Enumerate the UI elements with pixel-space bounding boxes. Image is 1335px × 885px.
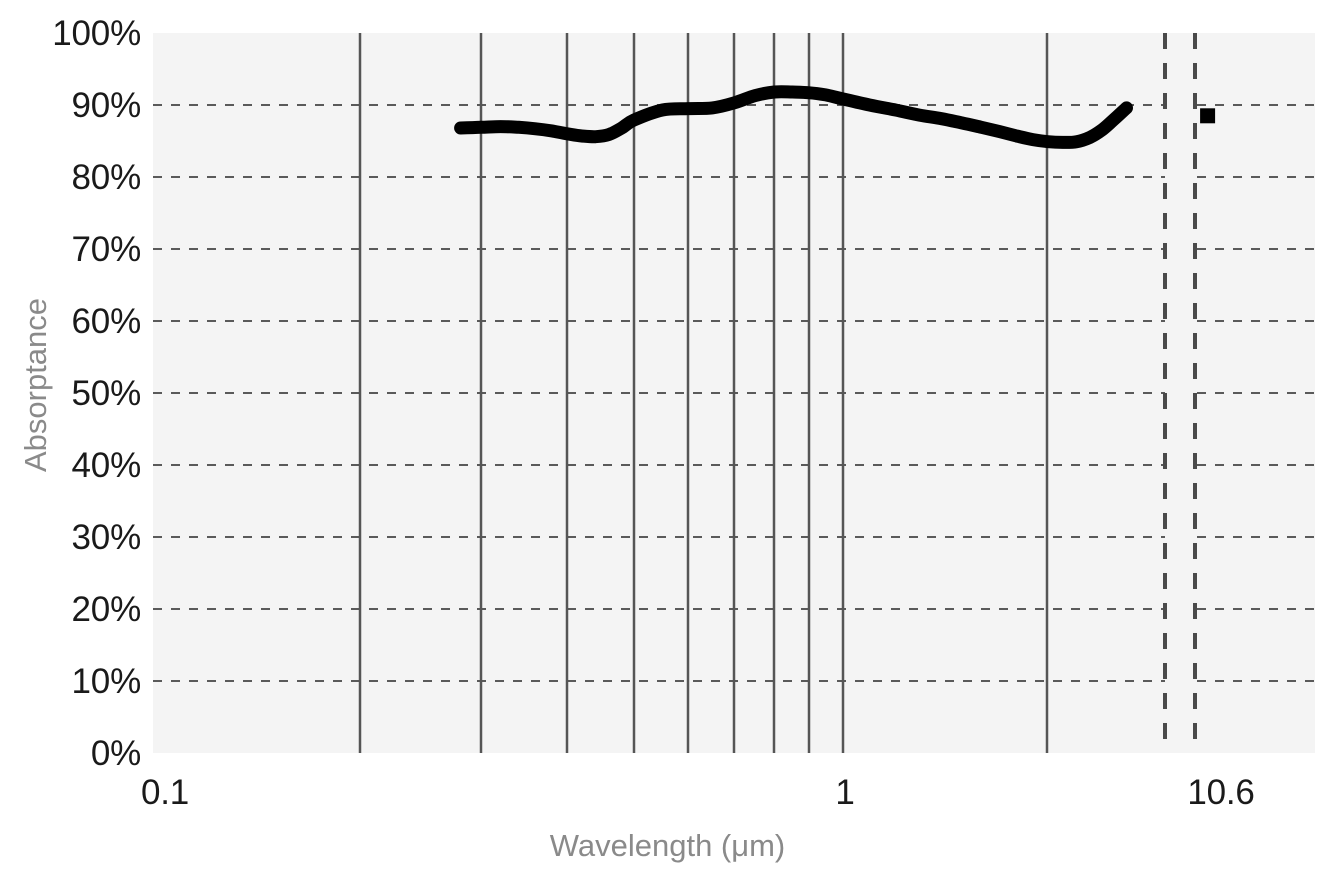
- vertical-gridlines: [358, 33, 1049, 753]
- y-tick-40: 40%: [71, 446, 142, 485]
- y-tick-100: 100%: [52, 14, 141, 53]
- y-tick-50: 50%: [71, 374, 142, 413]
- y-axis-title: Absorptance: [18, 297, 53, 473]
- y-tick-80: 80%: [71, 158, 142, 197]
- x-tick-10-6: 10.6: [1187, 773, 1255, 812]
- y-tick-0: 0%: [90, 734, 141, 773]
- y-tick-90: 90%: [71, 86, 142, 125]
- series-absorptance-spectrum: [454, 85, 1133, 149]
- horizontal-gridlines: [153, 104, 1165, 682]
- y-axis-tick-labels: 100% 90% 80% 70% 60% 50% 40% 30% 20% 10%…: [0, 0, 141, 786]
- x-tick-1: 1: [835, 773, 855, 812]
- y-tick-30: 30%: [71, 518, 142, 557]
- y-tick-20: 20%: [71, 590, 142, 629]
- y-tick-70: 70%: [71, 230, 142, 269]
- horizontal-gridlines-right-panel: [1197, 104, 1315, 682]
- plot-svg: [153, 33, 1315, 753]
- y-tick-60: 60%: [71, 302, 142, 341]
- plot-area: [153, 33, 1315, 753]
- x-tick-0-1: 0.1: [140, 773, 190, 812]
- x-axis-title: Wavelength (μm): [549, 828, 786, 863]
- marker-10-6um-point: [1200, 108, 1216, 124]
- axis-break-marker: [1163, 33, 1197, 753]
- y-tick-10: 10%: [71, 662, 142, 701]
